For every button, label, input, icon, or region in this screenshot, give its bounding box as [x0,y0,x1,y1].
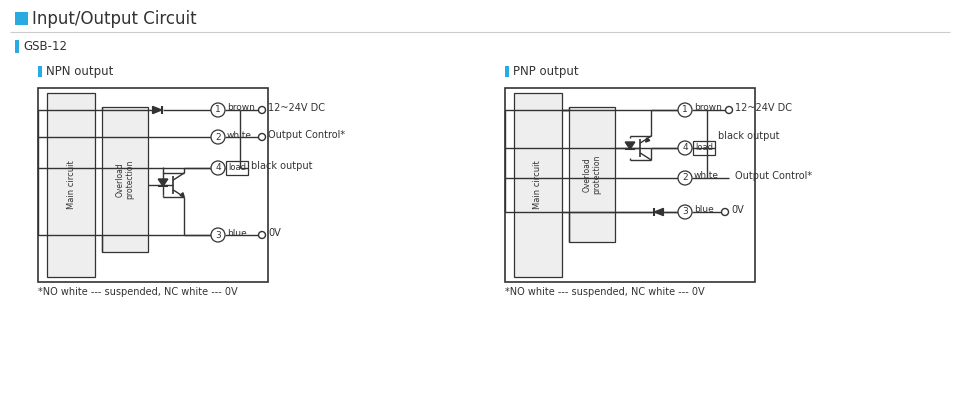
Text: load: load [228,164,246,172]
Text: white: white [694,172,719,180]
Text: Output Control*: Output Control* [268,130,346,140]
Circle shape [678,141,692,155]
Bar [38,66,42,77]
Text: 4: 4 [683,144,687,152]
Text: white: white [227,130,252,140]
Bar [693,141,715,155]
Text: blue: blue [227,228,247,238]
Bar [505,66,509,77]
Text: black output: black output [718,131,780,141]
Circle shape [258,232,266,238]
Text: 1: 1 [215,106,221,114]
Text: 0V: 0V [731,205,744,215]
Text: brown: brown [694,104,722,112]
Text: brown: brown [227,104,254,112]
Circle shape [678,171,692,185]
Polygon shape [158,179,168,186]
Text: GSB-12: GSB-12 [23,40,67,54]
Text: 3: 3 [215,230,221,240]
Text: 0V: 0V [268,228,280,238]
Text: 2: 2 [215,132,221,142]
Text: 3: 3 [683,208,688,216]
Bar [38,88,268,282]
Text: *NO white --- suspended, NC white --- 0V: *NO white --- suspended, NC white --- 0V [505,287,705,297]
Circle shape [258,134,266,140]
Text: Overload
protection: Overload protection [115,160,134,199]
Bar [47,93,95,277]
Circle shape [258,106,266,114]
Polygon shape [625,142,635,149]
Text: Main circuit: Main circuit [534,161,542,209]
Text: black output: black output [251,161,313,171]
Text: 12~24V DC: 12~24V DC [268,103,325,113]
Text: blue: blue [694,206,713,214]
Polygon shape [180,193,184,197]
Bar [514,93,562,277]
Bar [15,12,28,25]
Text: NPN output: NPN output [46,66,113,78]
Polygon shape [645,138,650,142]
Bar [226,161,248,175]
Bar [569,107,615,242]
Bar [102,107,148,252]
Circle shape [722,208,729,216]
Text: *NO white --- suspended, NC white --- 0V: *NO white --- suspended, NC white --- 0V [38,287,238,297]
Circle shape [678,103,692,117]
Polygon shape [655,208,663,216]
Text: Input/Output Circuit: Input/Output Circuit [32,10,197,28]
Text: 4: 4 [215,164,221,172]
Circle shape [678,205,692,219]
Circle shape [211,161,225,175]
Text: load: load [695,144,713,152]
Text: Overload
protection: Overload protection [583,155,602,194]
Text: 2: 2 [683,174,687,182]
Text: 12~24V DC: 12~24V DC [735,103,792,113]
Circle shape [211,103,225,117]
Bar [505,88,755,282]
Text: 1: 1 [683,106,688,114]
Bar [15,40,19,53]
Text: Main circuit: Main circuit [66,161,76,209]
Text: PNP output: PNP output [513,66,579,78]
Circle shape [726,106,732,114]
Circle shape [211,228,225,242]
Text: Output Control*: Output Control* [735,171,812,181]
Circle shape [211,130,225,144]
Polygon shape [153,106,161,114]
